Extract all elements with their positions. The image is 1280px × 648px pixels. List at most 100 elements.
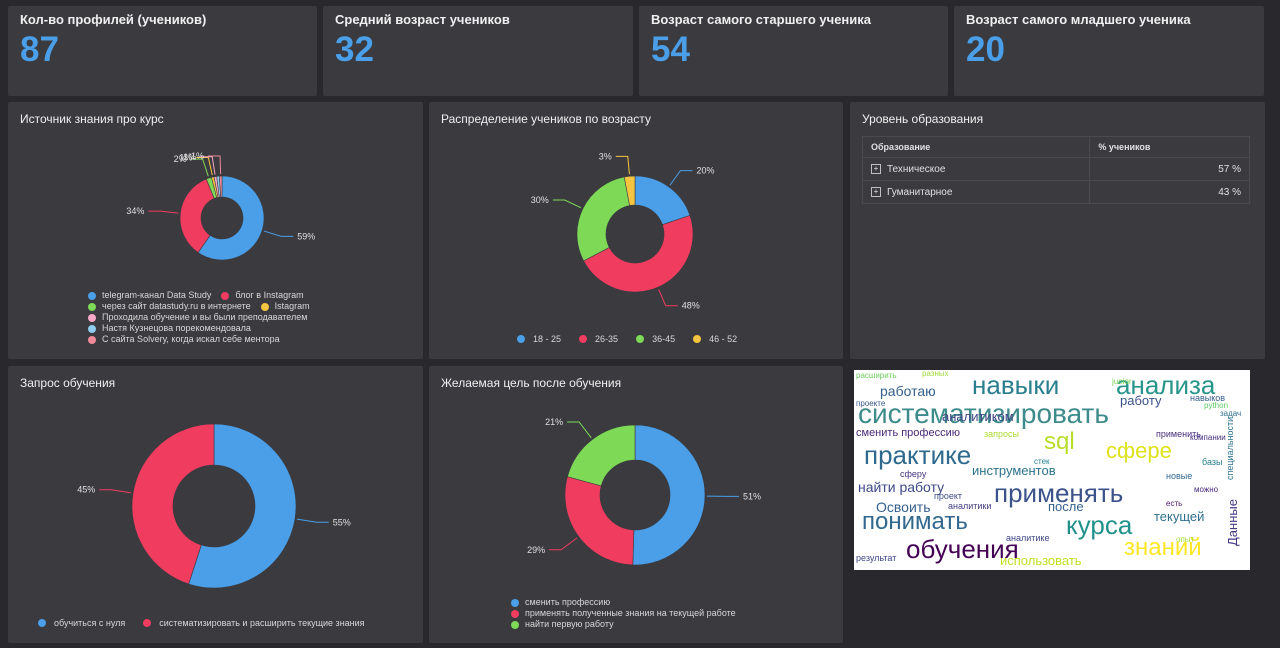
cloud-word: специальности bbox=[1225, 416, 1235, 480]
legend-item[interactable]: Настя Кузнецова порекомендовала bbox=[88, 323, 251, 334]
legend-item[interactable]: через сайт datastudy.ru в интернете bbox=[88, 301, 251, 312]
cloud-word: аналитиком bbox=[942, 409, 1014, 424]
slice-request-0[interactable] bbox=[188, 423, 297, 589]
legend-item[interactable]: Проходила обучение и вы были преподавате… bbox=[88, 312, 307, 323]
slice-age-2[interactable] bbox=[576, 176, 630, 262]
legend-label: применять полученные знания на текущей р… bbox=[525, 608, 736, 618]
age-legend: 18 - 25 26-35 36-45 46 - 52 bbox=[517, 334, 755, 344]
legend-item[interactable]: систематизировать и расширить текущие зн… bbox=[143, 618, 365, 628]
slice-age-1[interactable] bbox=[583, 215, 694, 293]
cloud-word: Данные bbox=[1225, 499, 1240, 546]
cloud-word: практике bbox=[864, 440, 972, 470]
cloud-word: знаний bbox=[1124, 534, 1202, 561]
cloud-word: компании bbox=[1190, 433, 1226, 442]
legend-label: блог в Instagram bbox=[235, 290, 304, 300]
slice-source-1[interactable] bbox=[179, 178, 215, 254]
legend-item[interactable]: 46 - 52 bbox=[693, 334, 737, 344]
legend-item[interactable]: найти первую работу bbox=[511, 619, 821, 630]
cloud-word: применять bbox=[994, 478, 1124, 508]
legend-dot-icon bbox=[511, 609, 519, 618]
legend-item[interactable]: обучиться с нуля bbox=[38, 618, 125, 628]
column-header[interactable]: % учеников bbox=[1089, 136, 1250, 158]
legend-dot-icon bbox=[88, 291, 96, 300]
legend-item[interactable]: сменить профессию bbox=[511, 597, 821, 608]
panel-title: Запрос обучения bbox=[20, 376, 116, 390]
slice-label: 51% bbox=[743, 491, 761, 501]
cloud-word: систематизировать bbox=[858, 398, 1109, 429]
legend-item[interactable]: Istagram bbox=[260, 301, 310, 312]
kpi-card-profiles: Кол-во профилей (учеников) 87 bbox=[8, 6, 317, 96]
leader-line bbox=[669, 170, 693, 186]
row-label: Техническое bbox=[887, 163, 946, 175]
leader-line bbox=[552, 199, 582, 209]
legend-item[interactable]: С сайта Solvery, когда искал себе ментор… bbox=[88, 334, 280, 345]
legend-label: обучиться с нуля bbox=[54, 618, 126, 628]
slice-label: 1% bbox=[183, 152, 196, 162]
leader-line bbox=[296, 518, 329, 523]
legend-label: Настя Кузнецова порекомендовала bbox=[102, 323, 251, 333]
cloud-word: использовать bbox=[1000, 553, 1082, 568]
column-header[interactable]: Образование bbox=[861, 136, 1091, 158]
cloud-word: курса bbox=[1066, 510, 1133, 540]
legend-item[interactable]: 36-45 bbox=[636, 334, 675, 344]
cloud-word: есть bbox=[1166, 499, 1183, 508]
slice-age-0[interactable] bbox=[634, 175, 691, 226]
table-row[interactable]: + Гуманитарное 43 % bbox=[861, 180, 1250, 204]
legend-label: через сайт datastudy.ru в интернете bbox=[102, 301, 251, 311]
legend-label: систематизировать и расширить текущие зн… bbox=[159, 618, 365, 628]
table-row[interactable]: + Техническое 57 % bbox=[861, 157, 1250, 181]
goal-chart-panel: Желаемая цель после обучения 51% 29% 21% с… bbox=[429, 366, 843, 643]
request-legend: обучиться с нуля систематизировать и расш… bbox=[38, 618, 383, 628]
cloud-word: sql bbox=[1044, 428, 1075, 455]
legend-dot-icon bbox=[511, 620, 519, 629]
slice-source-6[interactable] bbox=[219, 175, 223, 198]
legend-item[interactable]: блог в Instagram bbox=[221, 290, 304, 301]
cloud-word: проекте bbox=[856, 399, 886, 408]
cloud-word: базы bbox=[1202, 457, 1223, 467]
legend-dot-icon bbox=[693, 335, 702, 343]
table-cell: + Гуманитарное bbox=[861, 180, 1091, 204]
cloud-word: можно bbox=[1194, 485, 1219, 494]
legend-dot-icon bbox=[636, 335, 645, 343]
age-chart-panel: Распределение учеников по возрасту 20% 48… bbox=[429, 102, 843, 359]
table-cell: 43 % bbox=[1089, 180, 1250, 204]
cloud-word: инструментов bbox=[972, 463, 1056, 478]
source-chart-panel: Источник знания про курс 59% 34% 2% 1% 1% 1% … bbox=[8, 102, 423, 359]
legend-label: сменить профессию bbox=[525, 597, 611, 607]
legend-label: 36-45 bbox=[652, 334, 676, 344]
slice-goal-2[interactable] bbox=[567, 424, 636, 487]
panel-title: Источник знания про курс bbox=[20, 112, 164, 126]
legend-dot-icon bbox=[88, 313, 96, 322]
panel-title: Уровень образования bbox=[862, 112, 984, 126]
cloud-word: опыт bbox=[1176, 535, 1195, 544]
legend-label: Istagram bbox=[274, 301, 310, 311]
legend-item[interactable]: 26-35 bbox=[579, 334, 618, 344]
cloud-word: проект bbox=[934, 491, 963, 501]
leader-line bbox=[148, 210, 179, 214]
legend-item[interactable]: 18 - 25 bbox=[517, 334, 561, 344]
age-donut-chart: 20% 48% 30% 3% bbox=[531, 151, 715, 310]
expand-icon[interactable]: + bbox=[871, 186, 881, 197]
cloud-word: аналитики bbox=[948, 501, 992, 511]
slice-goal-1[interactable] bbox=[564, 476, 635, 566]
expand-icon[interactable]: + bbox=[871, 163, 881, 174]
word-cloud-image: систематизировать навыки анализа практике sq… bbox=[854, 370, 1250, 570]
slice-source-0[interactable] bbox=[197, 175, 265, 261]
slice-label: 1% bbox=[179, 153, 192, 163]
slice-label: 2% bbox=[174, 154, 187, 164]
legend-item[interactable]: telegram-канал Data Study bbox=[88, 290, 211, 301]
slice-age-3[interactable] bbox=[623, 175, 636, 206]
legend-dot-icon bbox=[221, 291, 230, 300]
cloud-word: работу bbox=[1120, 393, 1162, 408]
cloud-word: junior bbox=[1112, 377, 1132, 386]
leader-line bbox=[208, 155, 222, 175]
panel-title: Распределение учеников по возрасту bbox=[441, 112, 651, 126]
slice-label: 3% bbox=[599, 151, 612, 161]
slice-goal-0[interactable] bbox=[632, 424, 706, 566]
legend-dot-icon bbox=[511, 598, 519, 607]
legend-item[interactable]: применять полученные знания на текущей р… bbox=[511, 608, 821, 619]
cloud-word: разных bbox=[922, 370, 949, 378]
cloud-word: текущей bbox=[1154, 509, 1205, 524]
source-donut-chart: 59%34%2%1%1%1% bbox=[126, 151, 315, 261]
slice-request-1[interactable] bbox=[131, 423, 215, 585]
